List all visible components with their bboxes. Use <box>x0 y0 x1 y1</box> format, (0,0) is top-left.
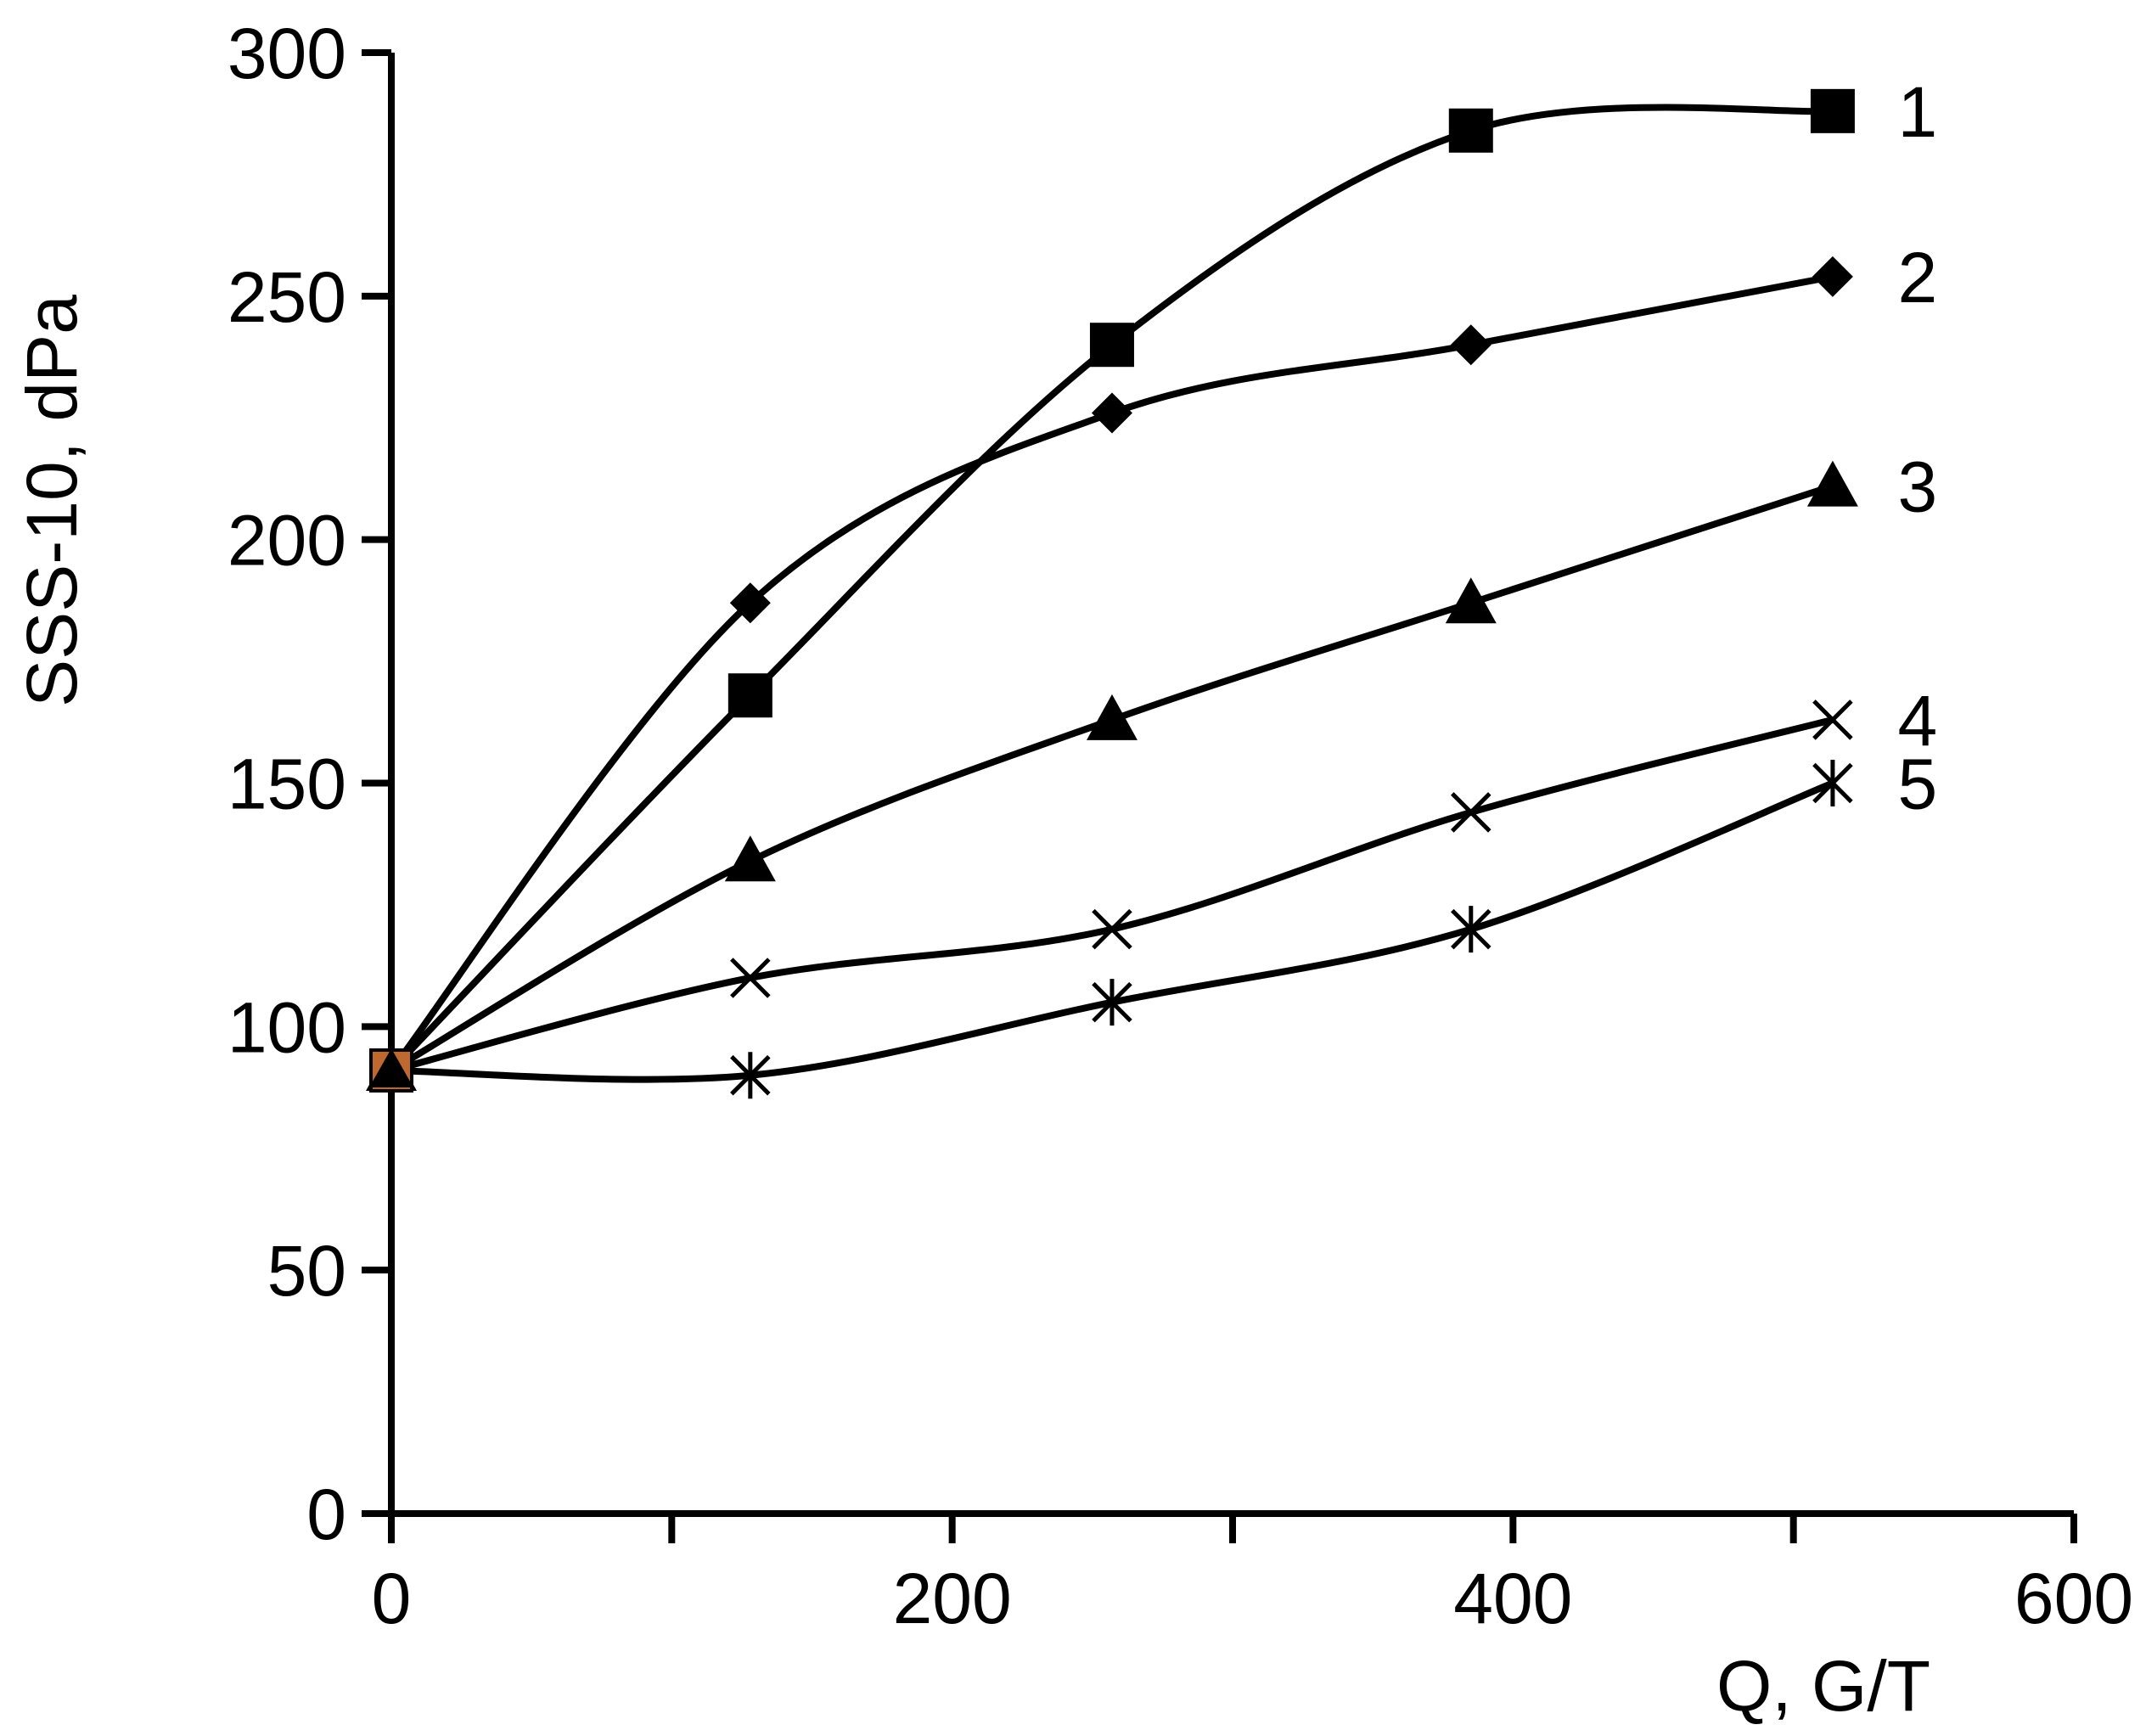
series-1-point <box>728 673 772 718</box>
series-4-point <box>1092 908 1132 950</box>
series-3-label: 3 <box>1898 447 1938 527</box>
y-tick-label: 250 <box>228 257 346 337</box>
series-2-point <box>1450 324 1492 366</box>
y-tick-label: 100 <box>228 987 346 1067</box>
y-tick-label: 0 <box>306 1475 346 1554</box>
y-tick-label: 300 <box>228 14 346 93</box>
series-5-point <box>1812 760 1853 806</box>
series-4-label: 4 <box>1898 681 1938 761</box>
series-1-point <box>1810 88 1855 133</box>
series-5-point <box>1451 906 1492 953</box>
series-3-point <box>1086 694 1138 740</box>
series-1-point <box>1448 108 1493 153</box>
series-4-point <box>730 958 771 998</box>
series-5-point <box>730 1052 771 1099</box>
x-tick-label: 600 <box>2014 1559 2133 1638</box>
series <box>366 88 1858 1099</box>
series-4-point <box>1812 699 1853 740</box>
series-2-label: 2 <box>1898 238 1938 317</box>
series-1 <box>369 88 1855 1093</box>
y-tick-label: 50 <box>267 1231 346 1311</box>
series-1-point <box>1089 323 1134 368</box>
series-4 <box>371 699 1853 1091</box>
series-2 <box>371 256 1853 1091</box>
series-3-point <box>1806 460 1858 507</box>
series-2-point <box>1091 392 1132 434</box>
x-axis-title: Q, G/T <box>1716 1646 1930 1726</box>
series-2-point <box>1812 256 1853 297</box>
origin-overlap-point <box>369 1048 413 1089</box>
x-tick-label: 400 <box>1453 1559 1572 1638</box>
x-tick-label: 200 <box>893 1559 1012 1638</box>
series-labels: 1 2 3 45 <box>1898 72 1938 824</box>
y-tick-label: 200 <box>228 501 346 581</box>
series-3-point <box>724 835 776 882</box>
x-tick-label: 0 <box>372 1559 412 1638</box>
y-axis-title: SSS-10, dPa <box>12 295 92 707</box>
series-2-line <box>388 272 1834 1073</box>
y-tick-label: 150 <box>228 744 346 824</box>
series-1-line <box>389 104 1834 1073</box>
series-5-label: 5 <box>1898 744 1938 824</box>
ticks: 0 50 100 150 200 250 300 0 200 400 600 <box>228 14 2133 1638</box>
series-2-point <box>729 582 771 624</box>
series-3-point <box>1445 577 1497 624</box>
series-4-point <box>1451 792 1492 833</box>
series-1-label: 1 <box>1898 72 1938 152</box>
series-5-point <box>1092 979 1132 1026</box>
